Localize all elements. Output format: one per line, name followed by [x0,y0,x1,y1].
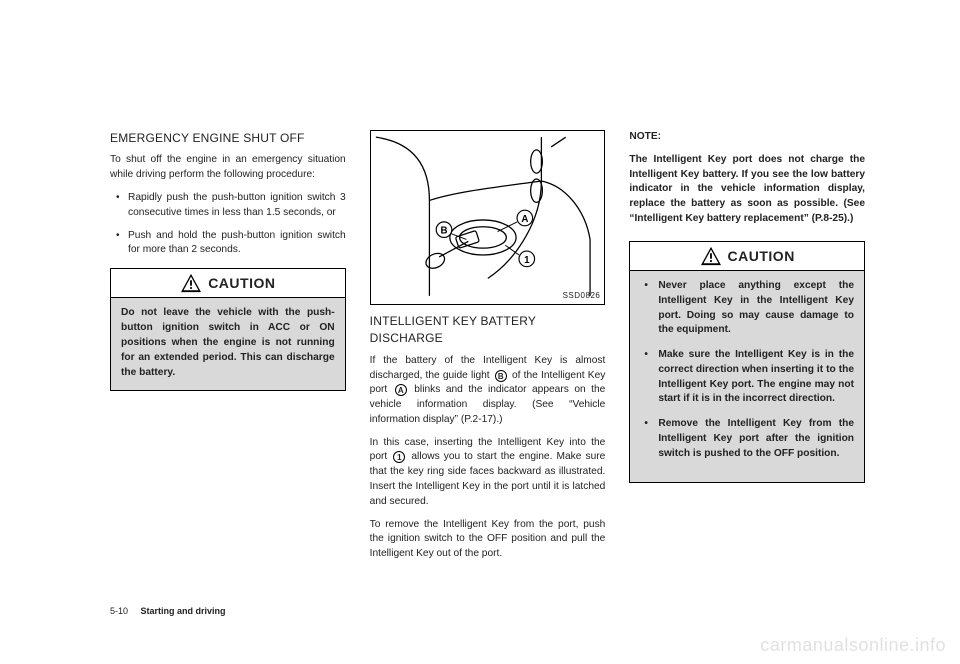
page-footer: 5-10 Starting and driving [110,606,226,616]
list-item: Remove the Intelligent Key from the Inte… [640,417,854,461]
caution-body: Never place anything except the Intellig… [630,271,864,482]
note-block: NOTE: [629,130,865,145]
caution-box: CAUTION Never place anything except the … [629,241,865,483]
list-item: Rapidly push the push-button ignition sw… [110,191,346,221]
section-title-ikey: INTELLIGENT KEY BATTERY DISCHARGE [370,313,606,348]
callout-1-icon: 1 [393,451,405,463]
watermark: carmanualsonline.info [760,635,946,656]
ikey-p2: In this case, inserting the Intelligent … [370,436,606,510]
svg-text:A: A [521,214,528,225]
caution-header: CAUTION [111,269,345,298]
section-title-emergency: EMERGENCY ENGINE SHUT OFF [110,130,346,147]
callout-a-icon: A [395,384,407,396]
list-item: Push and hold the push-button ignition s… [110,229,346,259]
caution-header: CAUTION [630,242,864,271]
svg-text:1: 1 [524,255,530,266]
text-fragment: allows you to start the engine. Make sur… [370,451,606,506]
caution-body: Do not leave the vehicle with the push-b… [111,298,345,390]
section-name: Starting and driving [141,606,226,616]
caution-list: Never place anything except the Intellig… [640,279,854,462]
caution-triangle-icon [180,273,202,293]
page-number: 5-10 [110,606,128,616]
key-port-illustration-icon: A B 1 [371,131,605,304]
svg-text:B: B [440,226,447,237]
list-item: Never place anything except the Intellig… [640,279,854,338]
caution-label: CAUTION [728,246,795,266]
column-2: A B 1 SSD0826 [370,130,606,570]
column-3: NOTE: The Intelligent Key port does not … [629,130,865,570]
note-label: NOTE: [629,131,661,142]
intro-text: To shut off the engine in an emergency s… [110,153,346,183]
manual-page: EMERGENCY ENGINE SHUT OFF To shut off th… [0,0,960,664]
ikey-p1: If the battery of the Intelligent Key is… [370,354,606,428]
caution-triangle-icon [700,246,722,266]
caution-box: CAUTION Do not leave the vehicle with th… [110,268,346,391]
column-1: EMERGENCY ENGINE SHUT OFF To shut off th… [110,130,346,570]
list-item: Make sure the Intelligent Key is in the … [640,348,854,407]
caution-label: CAUTION [208,273,275,293]
callout-b-icon: B [495,370,507,382]
note-text: The Intelligent Key port does not charge… [629,153,865,227]
figure-code: SSD0826 [563,290,601,302]
columns: EMERGENCY ENGINE SHUT OFF To shut off th… [110,130,865,570]
procedure-list: Rapidly push the push-button ignition sw… [110,191,346,258]
key-port-figure: A B 1 SSD0826 [370,130,606,305]
ikey-p3: To remove the Intelligent Key from the p… [370,518,606,562]
